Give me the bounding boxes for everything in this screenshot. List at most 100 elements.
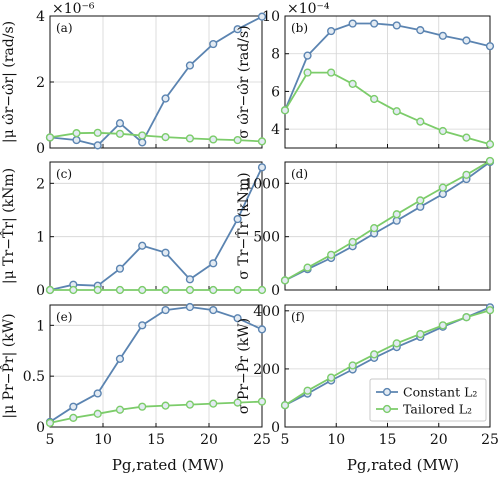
panel-b: 4 6 8 10 ×10⁻⁴ σ ω̂r−ω̂r (rad/s) (b) — [236, 1, 495, 149]
data-point-tailored — [257, 285, 267, 295]
y-tick-label: 8 — [271, 47, 280, 63]
data-point-constant — [370, 19, 379, 28]
y-tick-label: 1000 — [244, 176, 280, 192]
data-point-tailored — [185, 134, 195, 143]
data-point-tailored — [416, 196, 425, 205]
panel-a: 0 2 4 ×10⁻⁶ |μ ω̂r−ω̂r| (rad/s) (a) — [1, 1, 267, 157]
series-line-tailored — [284, 71, 491, 146]
data-point-constant — [462, 36, 471, 45]
data-point-tailored — [115, 285, 125, 295]
panel-label: (c) — [56, 167, 72, 181]
data-point-constant — [233, 214, 242, 224]
data-point-tailored — [280, 106, 290, 115]
y-tick-label: 1 — [36, 230, 45, 246]
data-point-tailored — [348, 237, 357, 247]
data-point-constant — [93, 141, 102, 150]
x-tick-label: 25 — [253, 432, 271, 448]
y-axis-label: |μ Pr−P̂r| (kW) — [0, 313, 17, 418]
axis-exponent-label: ×10⁻⁶ — [52, 1, 95, 17]
data-point-tailored — [462, 313, 471, 322]
x-axis-label-right: Pg,rated (MW) — [347, 456, 459, 474]
legend-label-constant: Constant L₂ — [403, 385, 477, 400]
y-tick-label: 0.5 — [23, 369, 45, 385]
x-tick-label: 5 — [281, 432, 290, 448]
data-point-constant — [72, 135, 81, 145]
data-point-tailored — [209, 135, 218, 144]
series-line-constant — [49, 306, 263, 423]
series-group — [280, 19, 495, 149]
data-point-tailored — [209, 399, 218, 408]
data-point-constant — [209, 259, 218, 268]
series-group — [280, 303, 495, 410]
y-tick-label: 400 — [253, 304, 280, 320]
data-point-tailored — [416, 329, 425, 339]
y-tick-label: 2 — [36, 176, 45, 192]
y-axis-label: |μ ω̂r−ω̂r| (rad/s) — [1, 21, 17, 143]
series-group — [45, 302, 267, 428]
x-tick-label: 5 — [46, 432, 55, 448]
data-point-constant — [69, 402, 78, 411]
data-point-tailored — [115, 129, 125, 138]
panel-label: (d) — [291, 167, 308, 181]
data-point-tailored — [185, 285, 195, 295]
data-point-tailored — [327, 373, 336, 382]
data-point-tailored — [115, 405, 125, 414]
y-axis-label: σ ω̂r−ω̂r (rad/s) — [236, 25, 252, 138]
series-line-tailored — [284, 309, 491, 406]
data-point-tailored — [303, 263, 312, 272]
y-tick-label: 4 — [271, 122, 280, 138]
x-tick-label: 10 — [327, 432, 345, 448]
legend-swatch-marker — [382, 404, 392, 414]
data-point-tailored — [303, 386, 312, 395]
grid — [49, 305, 263, 428]
y-axis-label: σ Pr−P̂r (kW) — [234, 318, 252, 414]
legend-box — [369, 378, 487, 422]
legend: Constant L₂ Tailored L₂ — [369, 378, 487, 422]
data-point-tailored — [438, 126, 447, 136]
x-tick-label: 15 — [379, 432, 397, 448]
panel-e: 00.515 10 15 20 25|μ Pr−P̂r| (kW) (e) — [0, 302, 271, 448]
data-point-constant — [93, 389, 102, 398]
data-point-tailored — [45, 133, 55, 142]
series-group — [45, 12, 267, 150]
y-tick-label: 4 — [36, 9, 45, 25]
data-point-constant — [303, 51, 312, 60]
data-point-tailored — [257, 137, 267, 146]
data-point-tailored — [280, 276, 290, 285]
data-point-tailored — [233, 135, 242, 145]
panel-label: (e) — [56, 310, 72, 324]
data-point-tailored — [462, 170, 471, 179]
data-point-tailored — [485, 140, 495, 149]
data-point-tailored — [257, 397, 267, 406]
y-tick-label: 0 — [271, 283, 280, 299]
data-point-tailored — [485, 156, 495, 166]
data-point-tailored — [72, 129, 81, 138]
data-point-tailored — [161, 401, 170, 410]
series-line-constant — [284, 22, 491, 111]
data-point-constant — [257, 163, 267, 172]
data-point-constant — [115, 354, 125, 363]
data-point-tailored — [209, 285, 218, 295]
data-point-constant — [233, 314, 242, 323]
data-point-constant — [115, 264, 125, 273]
panel-label: (f) — [291, 310, 305, 324]
data-point-tailored — [45, 285, 55, 295]
data-point-tailored — [392, 339, 401, 348]
y-tick-label: 0 — [271, 420, 280, 436]
data-point-constant — [161, 305, 170, 315]
data-point-tailored — [348, 79, 357, 88]
y-tick-label: 1 — [36, 318, 45, 334]
data-point-tailored — [233, 285, 242, 295]
data-point-tailored — [93, 285, 102, 295]
data-point-tailored — [138, 285, 147, 295]
data-point-tailored — [416, 117, 425, 126]
data-point-constant — [485, 42, 495, 51]
data-point-tailored — [303, 68, 312, 77]
data-point-constant — [209, 305, 218, 315]
data-point-constant — [185, 275, 195, 284]
data-point-tailored — [438, 183, 447, 192]
x-tick-label: 10 — [94, 432, 112, 448]
series-line-tailored — [284, 160, 491, 282]
y-axis-label: σ Tr−T̂r (kNm) — [234, 172, 252, 279]
